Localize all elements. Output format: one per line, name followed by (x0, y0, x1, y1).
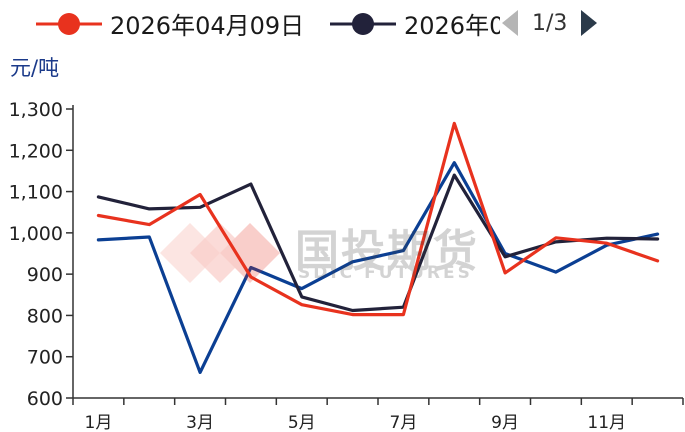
series-line-2[interactable] (96, 173, 660, 313)
x-tick-label: 5月 (288, 413, 316, 432)
triangle-right-icon[interactable] (579, 8, 599, 38)
y-tick-label: 700 (27, 347, 63, 369)
x-tick-label: 1月 (85, 413, 113, 432)
legend-label-series-2: 2026年0 (404, 12, 500, 40)
y-tick-label: 800 (27, 305, 63, 327)
legend-item-series-1[interactable]: 2026年04月09日 (34, 6, 304, 41)
y-tick-label: 1,200 (9, 140, 63, 162)
legend-label-series-1: 2026年04月09日 (110, 12, 305, 40)
y-tick-label: 1,300 (9, 99, 63, 121)
legend-pager: 1/3 (500, 8, 599, 38)
x-tick-label: 3月 (186, 413, 214, 432)
legend-item-series-2[interactable]: 2026年0 (328, 6, 500, 41)
chart-series-layer (96, 121, 660, 374)
x-tick-label: 11月 (587, 413, 626, 432)
series-line-1[interactable] (96, 121, 660, 317)
chart-axes: 600 700 800 900 1,000 1,100 1,200 1,300 1月 3月 5月 7月… (9, 99, 684, 432)
series-line-3[interactable] (96, 161, 660, 374)
legend-swatch-red-icon (36, 12, 102, 35)
y-tick-label: 600 (27, 388, 63, 410)
legend-page-indicator: 1/3 (532, 10, 568, 36)
triangle-left-icon[interactable] (500, 8, 520, 38)
y-tick-label: 900 (27, 264, 63, 286)
legend-swatch-navy-icon (330, 12, 396, 35)
y-tick-label: 1,000 (9, 223, 63, 245)
y-axis-unit-label: 元/吨 (10, 56, 60, 80)
chart-legend: 2026年04月09日 2026年0 1/3 (0, 0, 685, 48)
x-tick-label: 9月 (491, 413, 519, 432)
x-tick-label: 7月 (390, 413, 418, 432)
y-tick-label: 1,100 (9, 182, 63, 204)
